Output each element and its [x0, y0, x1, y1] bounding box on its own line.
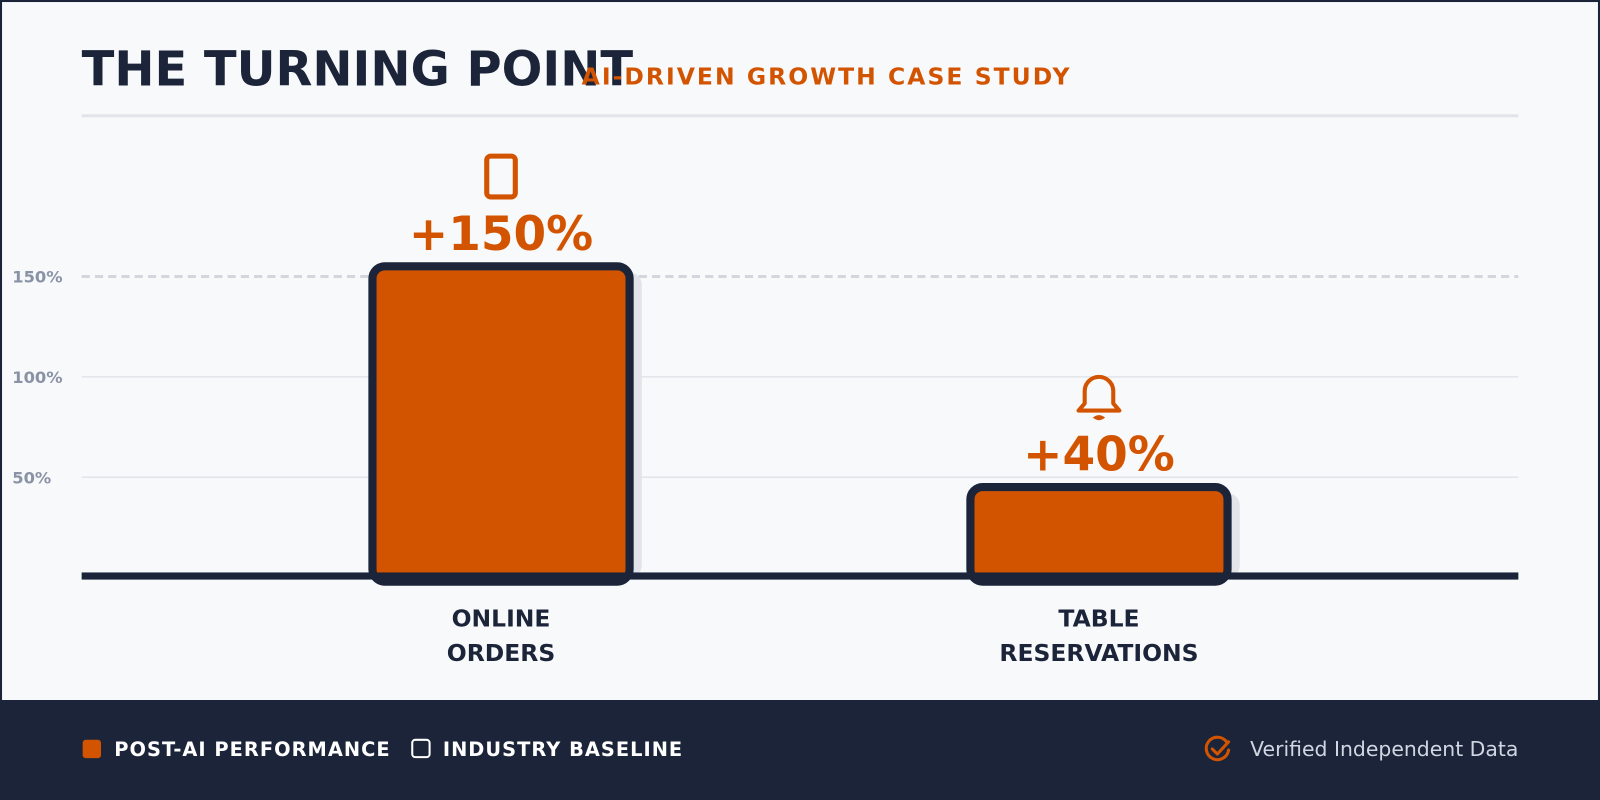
- legend-label-baseline: INDUSTRY BASELINE: [443, 738, 683, 761]
- smartphone-icon: [484, 153, 518, 200]
- header-divider: [81, 114, 1519, 118]
- bar: [966, 482, 1232, 586]
- bar: [368, 262, 634, 586]
- legend-swatch-baseline: [411, 738, 431, 759]
- legend-label-post-ai: POST-AI PERFORMANCE: [114, 738, 390, 761]
- y-tick-label: 100%: [12, 368, 62, 387]
- y-tick-label: 50%: [12, 468, 51, 487]
- footer: [0, 700, 1600, 800]
- verified-data-label: Verified Independent Data: [1250, 737, 1518, 761]
- page-title: THE TURNING POINT: [82, 42, 634, 98]
- bar-value-label: +40%: [1023, 428, 1175, 483]
- y-tick-label: 150%: [12, 268, 62, 287]
- category-label: TABLE: [1058, 605, 1139, 633]
- bar-value-label: +150%: [409, 207, 593, 262]
- category-label: ORDERS: [447, 639, 555, 667]
- bell-icon: [1076, 374, 1122, 421]
- category-label: RESERVATIONS: [999, 639, 1198, 667]
- x-axis-baseline: [81, 572, 1519, 580]
- legend-swatch-post-ai: [82, 739, 102, 759]
- legend: POST-AI PERFORMANCE INDUSTRY BASELINE: [82, 738, 683, 761]
- category-label: ONLINE: [452, 605, 551, 633]
- page-subtitle: AI-DRIVEN GROWTH CASE STUDY: [582, 63, 1072, 91]
- check-circle-icon: [1204, 735, 1231, 762]
